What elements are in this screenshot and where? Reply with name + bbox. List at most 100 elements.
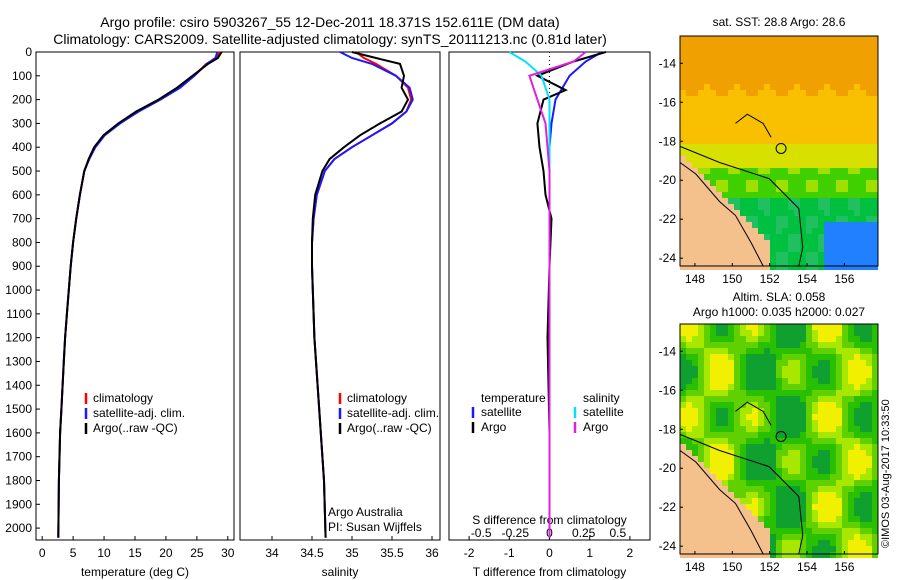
x-tick-label-temperature: 5 xyxy=(70,546,77,560)
series-line-temperature-argo xyxy=(57,51,223,538)
diff-series-argo xyxy=(534,51,607,538)
series-line-salinity-argo xyxy=(311,51,410,538)
map-y-tick-label-map-sst: -24 xyxy=(659,251,677,265)
legend-label-salinity: Argo(..raw -QC) xyxy=(347,421,432,435)
x-tick-label-salinity: 36 xyxy=(425,546,439,560)
y-tick-label: 0 xyxy=(25,45,32,59)
y-tick-label: 1800 xyxy=(5,473,32,487)
x-tick-label-difference: 0 xyxy=(546,546,553,560)
x-tick-label-salinity: 35.5 xyxy=(380,546,404,560)
y-tick-label: 1100 xyxy=(6,307,32,321)
diff-series-sat_s xyxy=(508,51,551,538)
isobath-map-sla xyxy=(679,433,804,555)
timestamp-stamp: ©IMOS 03-Aug-2017 10:33:50 xyxy=(880,399,892,548)
legend-label-difference: satellite xyxy=(481,405,522,419)
legend-label-difference: satellite xyxy=(583,405,624,419)
series-line-temperature-sat xyxy=(57,51,219,538)
panel-frame-temperature xyxy=(35,51,235,541)
map-y-tick-label-map-sla: -22 xyxy=(659,500,677,514)
series-line-temperature-clim xyxy=(57,51,221,538)
x-tick-label-difference: 2 xyxy=(627,546,634,560)
x2-tick-label-difference: -0.25 xyxy=(502,526,530,540)
y-tick-label: 1000 xyxy=(5,283,32,297)
credit-line1: Argo Australia xyxy=(328,505,403,519)
y-tick-label: 800 xyxy=(12,235,32,249)
panel-frame-salinity xyxy=(239,51,441,541)
map-y-tick-label-map-sst: -20 xyxy=(659,173,677,187)
reef-outline-map-sla xyxy=(735,401,772,426)
map-x-tick-label-map-sst: 148 xyxy=(685,272,705,286)
x-tick-label-temperature: 0 xyxy=(39,546,46,560)
figure-title-line1: Argo profile: csiro 5903267_55 12-Dec-20… xyxy=(100,14,560,30)
map-field-map-sla xyxy=(680,324,878,558)
legend-label-temperature: satellite-adj. clim. xyxy=(93,406,185,420)
y-tick-label: 200 xyxy=(12,93,32,107)
x2-tick-label-difference: -0.5 xyxy=(471,526,492,540)
map-y-tick-label-map-sst: -18 xyxy=(659,134,677,148)
argo-float-marker-map-sst xyxy=(775,142,787,154)
map-x-tick-label-map-sla: 150 xyxy=(722,560,742,574)
map-sla-title-line1: Altim. SLA: 0.058 xyxy=(733,290,826,304)
x-tick-label-salinity: 34.5 xyxy=(300,546,324,560)
map-y-tick-label-map-sla: -16 xyxy=(659,383,677,397)
map-x-tick-label-map-sst: 150 xyxy=(722,272,742,286)
figure-title-line2: Climatology: CARS2009. Satellite-adjuste… xyxy=(53,31,607,47)
y-tick-label: 700 xyxy=(12,212,32,226)
map-y-tick-label-map-sla: -24 xyxy=(659,539,677,553)
map-y-tick-label-map-sla: -14 xyxy=(659,344,677,358)
x-tick-label-difference: -1 xyxy=(504,546,515,560)
y-tick-label: 600 xyxy=(12,188,32,202)
y-tick-label: 2000 xyxy=(5,521,32,535)
map-sla-title-line2: Argo h1000: 0.035 h2000: 0.027 xyxy=(693,305,865,319)
y-tick-label: 1500 xyxy=(5,402,32,416)
series-line-salinity-sat xyxy=(311,51,414,538)
y-tick-label: 300 xyxy=(12,116,32,130)
map-x-tick-label-map-sst: 154 xyxy=(797,272,817,286)
map-y-tick-label-map-sla: -20 xyxy=(659,461,677,475)
series-line-salinity-clim xyxy=(311,51,413,538)
y-tick-label: 1700 xyxy=(5,450,32,464)
x-tick-label-temperature: 10 xyxy=(97,546,111,560)
y-tick-label: 100 xyxy=(12,69,32,83)
y-tick-label: 1200 xyxy=(5,331,32,345)
map-field-map-sst xyxy=(680,36,878,270)
map-y-tick-label-map-sla: -18 xyxy=(659,422,677,436)
x-tick-label-difference: 1 xyxy=(586,546,593,560)
map-y-tick-label-map-sst: -14 xyxy=(659,56,677,70)
x-axis-label-temperature: temperature (deg C) xyxy=(81,565,189,579)
x-tick-label-temperature: 25 xyxy=(190,546,204,560)
legend-label-difference: Argo xyxy=(481,420,507,434)
map-frame-map-sla xyxy=(679,323,879,555)
x-tick-label-temperature: 30 xyxy=(221,546,235,560)
credit-line2: PI: Susan Wijffels xyxy=(328,520,422,534)
map-x-tick-label-map-sla: 156 xyxy=(834,560,854,574)
x-tick-label-temperature: 20 xyxy=(159,546,173,560)
x2-tick-label-difference: 0.5 xyxy=(609,526,626,540)
map-x-tick-label-map-sst: 156 xyxy=(834,272,854,286)
coastline-map-sla xyxy=(679,450,764,555)
y-tick-label: 1600 xyxy=(5,426,32,440)
y-tick-label: 1400 xyxy=(5,378,32,392)
x-tick-label-difference: -2 xyxy=(464,546,475,560)
argo-float-marker-map-sla xyxy=(775,430,787,442)
legend-label-salinity: satellite-adj. clim. xyxy=(347,406,439,420)
y-tick-label: 900 xyxy=(12,259,32,273)
x-tick-label-salinity: 35 xyxy=(345,546,359,560)
y-tick-label: 400 xyxy=(12,140,32,154)
map-sst-title: sat. SST: 28.8 Argo: 28.6 xyxy=(713,15,846,29)
x-axis-label-difference: T difference from climatology xyxy=(473,565,627,579)
legend-title-temperature: temperature xyxy=(481,391,546,405)
y-tick-label: 1300 xyxy=(5,354,32,368)
legend-label-temperature: Argo(..raw -QC) xyxy=(93,421,178,435)
x-tick-label-temperature: 15 xyxy=(128,546,142,560)
diff-series-argo_s xyxy=(528,51,587,538)
map-x-tick-label-map-sst: 152 xyxy=(760,272,780,286)
x-axis-label-salinity: salinity xyxy=(322,565,359,579)
reef-outline-map-sst xyxy=(735,113,772,138)
map-frame-map-sst xyxy=(679,35,879,267)
isobath-map-sst xyxy=(679,145,804,267)
diff-series-sat xyxy=(548,51,603,538)
coastline-map-sst xyxy=(679,162,764,267)
y-tick-label: 500 xyxy=(12,164,32,178)
